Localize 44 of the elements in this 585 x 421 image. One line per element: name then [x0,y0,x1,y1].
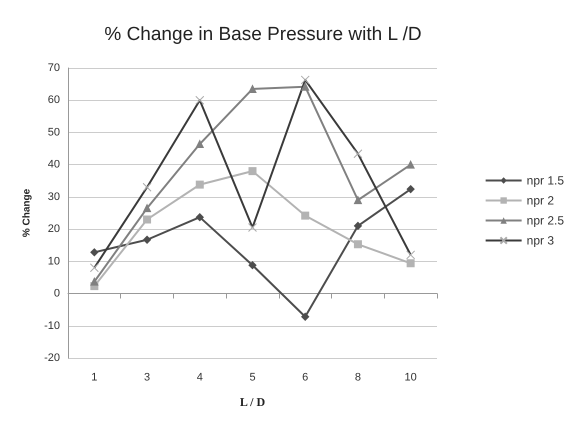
y-tick-label: 0 [54,288,60,300]
point [354,222,362,230]
point [248,84,256,93]
legend-label: npr 2.5 [526,214,564,228]
y-tick-label: -10 [44,320,60,332]
x-tick-label: 5 [249,372,256,384]
point [301,82,310,91]
y-axis-title: % Change [22,188,32,238]
point [406,185,415,194]
y-tick-label: 50 [48,126,60,138]
y-tick-label: 30 [48,190,60,203]
point [196,180,204,189]
y-tick-label: 10 [48,255,60,268]
x-tick-label: 3 [144,372,150,384]
point [90,248,98,256]
y-tick-label: 60 [48,94,60,106]
legend-label: npr 1.5 [526,174,564,188]
point [248,261,256,270]
x-tick-label: 6 [302,372,308,384]
point [143,215,152,224]
point [406,259,415,268]
chart-title: % Change in Base Pressure with L /D [104,24,422,45]
y-tick-label: 70 [48,62,60,74]
x-tick-label: 10 [404,372,417,384]
point [90,278,98,286]
legend-label: npr 3 [526,234,554,248]
y-tick-label: 20 [48,223,60,236]
y-tick-label: 40 [48,158,60,171]
point [406,160,415,169]
point [196,213,204,222]
x-axis-title: L / D [240,395,266,409]
point [248,167,256,176]
point [301,212,310,220]
point [354,196,362,204]
x-tick-label: 8 [354,372,361,384]
point [143,236,152,244]
point [143,204,152,212]
legend-label: npr 2 [526,194,554,208]
point [196,140,204,148]
y-tick-label: -20 [44,352,60,364]
point [301,312,310,321]
x-tick-label: 4 [196,372,203,384]
x-tick-label: 1 [91,372,98,384]
point [354,240,362,248]
